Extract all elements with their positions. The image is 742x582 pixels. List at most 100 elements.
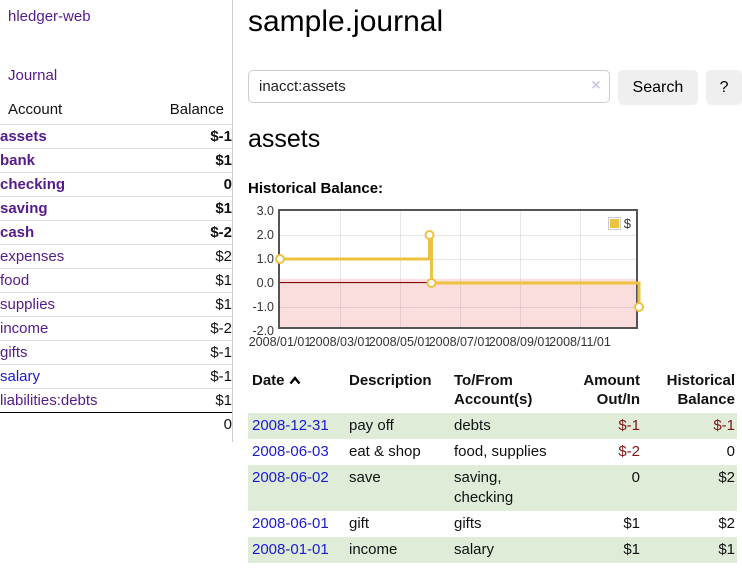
accounts-header-account: Account	[8, 101, 63, 118]
transaction-accounts: food, supplies	[454, 443, 547, 460]
x-tick-label: 2008/03/01	[308, 335, 372, 349]
sidebar: hledger-web Journal Account Balance asse…	[0, 0, 233, 442]
account-link[interactable]: liabilities:debts	[0, 392, 98, 409]
account-balance: $-2	[210, 224, 232, 241]
page-title: sample.journal	[248, 5, 444, 38]
account-link[interactable]: bank	[0, 152, 36, 169]
account-link[interactable]: food	[0, 272, 30, 289]
search-form: × Search ?	[248, 70, 742, 105]
y-tick-label: -2.0	[252, 324, 274, 338]
account-balance: $1	[215, 272, 232, 289]
transaction-balance: 0	[726, 443, 735, 460]
legend-label: $	[623, 216, 631, 231]
transaction-accounts: debts	[454, 417, 491, 434]
account-link[interactable]: expenses	[0, 248, 65, 265]
account-balance: $1	[215, 200, 232, 217]
transaction-balance: $2	[718, 515, 735, 532]
gridline	[460, 211, 461, 327]
register-header-accounts: To/From Account(s)	[454, 372, 533, 408]
gridline	[280, 235, 636, 236]
account-link[interactable]: income	[0, 320, 49, 337]
account-row: expenses $2	[0, 244, 232, 269]
transaction-accounts: salary	[454, 541, 495, 558]
transaction-description: income	[349, 541, 398, 558]
transaction-description: save	[349, 469, 381, 486]
account-row: income $-2	[0, 316, 232, 341]
account-row: liabilities:debts $1	[0, 388, 232, 413]
brand-link[interactable]: hledger-web	[8, 8, 91, 25]
chart-y-axis: 3.0 2.0 1.0 0.0 -1.0 -2.0	[248, 204, 278, 338]
transaction-date-link[interactable]: 2008-12-31	[252, 417, 329, 434]
transaction-amount: 0	[631, 469, 640, 486]
transaction-amount: $-1	[618, 417, 640, 434]
clear-search-icon[interactable]: ×	[591, 77, 601, 94]
account-link[interactable]: salary	[0, 368, 41, 385]
legend-swatch	[607, 217, 621, 230]
data-point-marker	[275, 254, 285, 264]
transaction-balance: $-1	[713, 417, 735, 434]
y-tick-label: 1.0	[256, 252, 274, 266]
account-link[interactable]: checking	[0, 176, 66, 193]
account-link[interactable]: saving	[0, 200, 48, 217]
transaction-balance: $1	[718, 541, 735, 558]
account-balance: $-2	[210, 320, 232, 337]
transaction-accounts: gifts	[454, 515, 482, 532]
y-tick-label: 2.0	[256, 228, 274, 242]
transaction-description: eat & shop	[349, 443, 421, 460]
register-header-amount: Amount Out/In	[583, 372, 640, 408]
account-balance: 0	[223, 176, 232, 193]
register-row: 2008-01-01 income salary $1 $1	[248, 537, 737, 563]
search-input[interactable]	[248, 70, 610, 103]
transaction-accounts: saving, checking	[454, 469, 514, 506]
account-balance: $-1	[210, 128, 232, 145]
register-row: 2008-06-02 save saving, checking 0 $2	[248, 465, 737, 511]
transaction-description: pay off	[349, 417, 394, 434]
transaction-date-link[interactable]: 2008-01-01	[252, 541, 329, 558]
transaction-date-link[interactable]: 2008-06-02	[252, 469, 329, 486]
account-row: checking 0	[0, 172, 232, 197]
account-row: gifts $-1	[0, 340, 232, 365]
transaction-date-link[interactable]: 2008-06-03	[252, 443, 329, 460]
register-row: 2008-06-03 eat & shop food, supplies $-2 0	[248, 439, 737, 465]
register-header-date[interactable]: Date	[248, 369, 345, 413]
account-heading: assets	[248, 125, 321, 153]
account-row: assets $-1	[0, 124, 232, 149]
account-balance: $2	[215, 248, 232, 265]
account-row: saving $1	[0, 196, 232, 221]
transaction-balance: $2	[718, 469, 735, 486]
account-link[interactable]: gifts	[0, 344, 28, 361]
transaction-date-link[interactable]: 2008-06-01	[252, 515, 329, 532]
chart-title: Historical Balance:	[248, 180, 384, 197]
search-help-button[interactable]: ?	[706, 70, 742, 105]
negative-region	[280, 279, 636, 327]
data-point-marker	[424, 230, 435, 240]
account-balance: $-1	[210, 368, 232, 385]
chart-legend: $	[605, 215, 633, 232]
search-input-wrap: ×	[248, 70, 610, 105]
balance-line-series	[275, 230, 645, 312]
y-tick-label: 3.0	[256, 204, 274, 218]
transaction-description: gift	[349, 515, 370, 532]
account-balance: $1	[215, 392, 232, 409]
accounts-total: 0	[223, 416, 232, 433]
search-button[interactable]: Search	[617, 70, 699, 105]
account-link[interactable]: cash	[0, 224, 35, 241]
account-balance: $1	[215, 152, 232, 169]
account-row: food $1	[0, 268, 232, 293]
x-tick-label: 2008/09/01	[488, 335, 552, 349]
gridline	[340, 211, 341, 327]
register-header-description: Description	[349, 372, 432, 389]
transaction-amount: $1	[623, 541, 640, 558]
x-tick-label: 2008/01/01	[248, 335, 312, 349]
chart-x-axis: 2008/01/01 2008/03/01 2008/05/01 2008/07/01…	[248, 335, 742, 353]
register-header-balance: Historical Balance	[666, 372, 735, 408]
x-tick-label: 2008/11/01	[549, 335, 611, 349]
x-tick-label: 2008/07/01	[428, 335, 492, 349]
main-content: sample.journal × Search ? assets Histori…	[248, 0, 742, 563]
gridline	[520, 211, 521, 327]
y-tick-label: -1.0	[252, 300, 274, 314]
account-link[interactable]: assets	[0, 128, 47, 145]
journal-nav-link[interactable]: Journal	[8, 67, 58, 84]
account-balance: $-1	[210, 344, 232, 361]
account-link[interactable]: supplies	[0, 296, 56, 313]
